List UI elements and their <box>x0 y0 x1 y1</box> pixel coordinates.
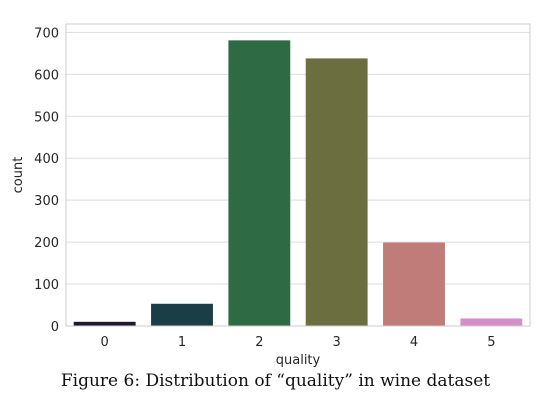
bar-quality-3 <box>305 58 368 327</box>
y-tick-label: 400 <box>34 152 59 167</box>
y-tick-label: 100 <box>34 278 59 293</box>
y-tick-labels: 0 100 200 300 400 500 600 700 <box>34 26 59 335</box>
plot-frame <box>65 23 531 327</box>
bar-quality-1 <box>151 303 213 326</box>
x-tick-label: 5 <box>487 335 495 350</box>
y-axis-label: count <box>11 157 26 194</box>
x-tick-label: 1 <box>178 335 186 350</box>
bars <box>73 40 523 327</box>
x-tick-label: 2 <box>255 335 263 350</box>
y-tick-label: 700 <box>34 26 59 41</box>
bar-quality-2 <box>228 40 291 326</box>
x-tick-label: 4 <box>410 335 418 350</box>
x-tick-label: 3 <box>333 335 341 350</box>
bar-chart: 0 100 200 300 400 500 600 700 0 1 2 3 4 5 quality co… <box>11 23 531 368</box>
x-tick-label: 0 <box>101 335 109 350</box>
figure-caption: Figure 6: Distribution of “quality” in w… <box>60 371 491 391</box>
y-tick-label: 200 <box>34 236 59 251</box>
y-tick-label: 0 <box>51 320 59 335</box>
gridlines <box>66 31 530 327</box>
x-tick-labels: 0 1 2 3 4 5 <box>101 335 496 350</box>
y-tick-label: 600 <box>34 68 59 83</box>
y-tick-label: 300 <box>34 194 59 209</box>
bar-quality-4 <box>383 242 445 326</box>
x-axis-label: quality <box>276 353 321 368</box>
bar-quality-0 <box>73 321 136 326</box>
bar-quality-5 <box>460 318 523 326</box>
y-tick-label: 500 <box>34 110 59 125</box>
